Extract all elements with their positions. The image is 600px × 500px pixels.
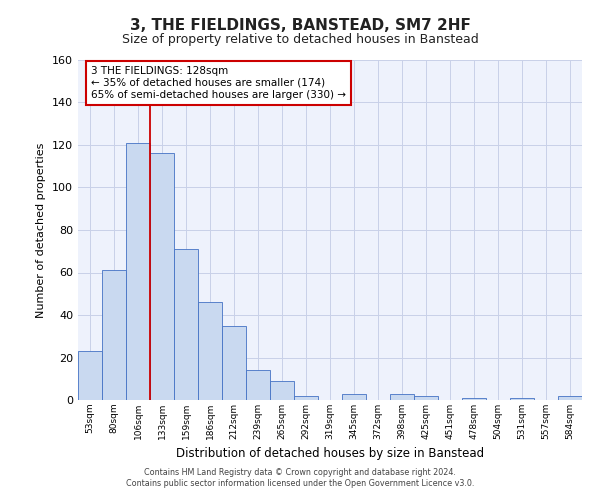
Bar [198, 302, 222, 400]
Bar [270, 381, 294, 400]
Bar [174, 249, 198, 400]
X-axis label: Distribution of detached houses by size in Banstead: Distribution of detached houses by size … [176, 448, 484, 460]
Bar [150, 154, 174, 400]
Bar [414, 396, 438, 400]
Bar [294, 396, 318, 400]
Bar [222, 326, 246, 400]
Bar [390, 394, 414, 400]
Text: Contains HM Land Registry data © Crown copyright and database right 2024.
Contai: Contains HM Land Registry data © Crown c… [126, 468, 474, 487]
Bar [462, 398, 486, 400]
Bar [126, 143, 150, 400]
Bar [510, 398, 534, 400]
Bar [558, 396, 582, 400]
Text: 3 THE FIELDINGS: 128sqm
← 35% of detached houses are smaller (174)
65% of semi-d: 3 THE FIELDINGS: 128sqm ← 35% of detache… [91, 66, 346, 100]
Bar [78, 351, 102, 400]
Bar [102, 270, 126, 400]
Text: Size of property relative to detached houses in Banstead: Size of property relative to detached ho… [122, 32, 478, 46]
Y-axis label: Number of detached properties: Number of detached properties [37, 142, 46, 318]
Bar [342, 394, 366, 400]
Text: 3, THE FIELDINGS, BANSTEAD, SM7 2HF: 3, THE FIELDINGS, BANSTEAD, SM7 2HF [130, 18, 470, 32]
Bar [246, 370, 270, 400]
